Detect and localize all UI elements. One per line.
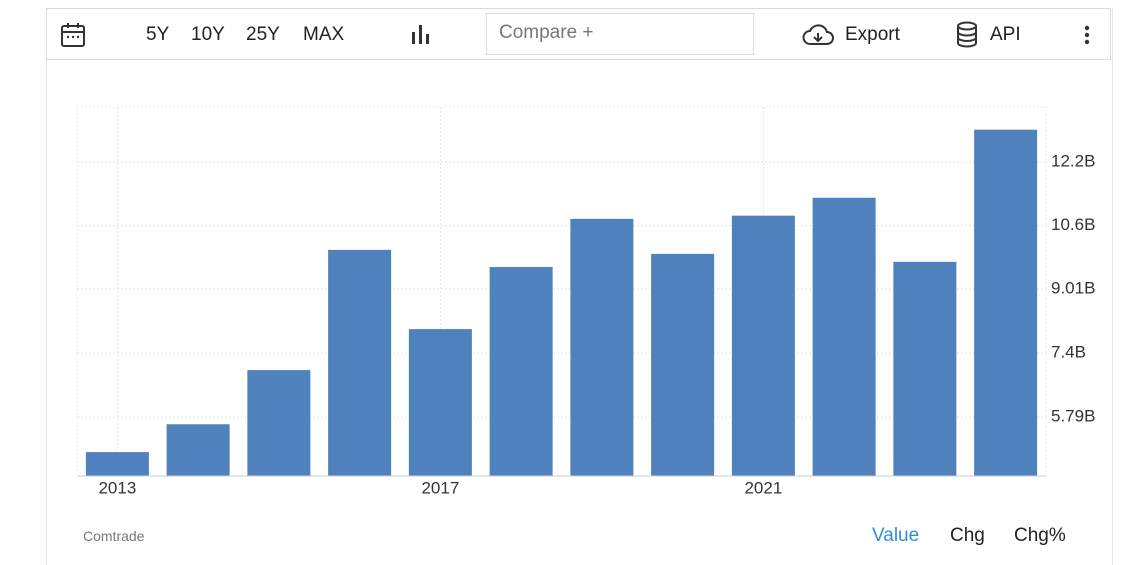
range-button[interactable]: 5Y [146, 24, 170, 45]
y-tick-label: 5.79B [1051, 407, 1095, 426]
y-tick-label: 12.2B [1051, 151, 1095, 170]
bar [893, 261, 957, 476]
bar [489, 267, 553, 476]
bar [570, 218, 634, 476]
tab-chg[interactable]: Chg [950, 525, 985, 546]
bar [166, 424, 230, 476]
chart-type-icon[interactable] [411, 24, 431, 44]
y-tick-label: 9.01B [1051, 278, 1095, 297]
x-tick-label: 2013 [98, 478, 136, 497]
bar [328, 249, 392, 476]
tab-chg-pct[interactable]: Chg% [1014, 525, 1066, 546]
export-button[interactable]: Export [845, 24, 900, 45]
export-icon[interactable] [802, 22, 834, 48]
compare-input[interactable]: Compare + [486, 13, 754, 55]
api-icon[interactable] [956, 21, 978, 48]
api-button[interactable]: API [990, 24, 1021, 45]
range-button[interactable]: MAX [303, 24, 345, 45]
menu-icon[interactable] [1083, 25, 1091, 47]
bar [974, 129, 1038, 476]
y-tick-label: 10.6B [1051, 215, 1095, 234]
bar [247, 370, 311, 476]
bar [651, 253, 715, 476]
toolbar [46, 8, 1111, 60]
range-button[interactable]: 10Y [191, 24, 225, 45]
tab-value[interactable]: Value [872, 525, 920, 546]
x-tick-label: 2021 [744, 478, 782, 497]
bar [408, 329, 472, 476]
bar [85, 452, 149, 476]
source: Comtrade [83, 528, 145, 544]
bar [812, 197, 876, 477]
plot-frame [76, 106, 1047, 477]
calendar-icon[interactable] [61, 22, 85, 48]
frame [46, 8, 1113, 565]
bar [731, 215, 795, 476]
x-tick-label: 2017 [421, 478, 459, 497]
y-tick-label: 7.4B [1051, 342, 1086, 361]
range-button[interactable]: 25Y [246, 24, 280, 45]
